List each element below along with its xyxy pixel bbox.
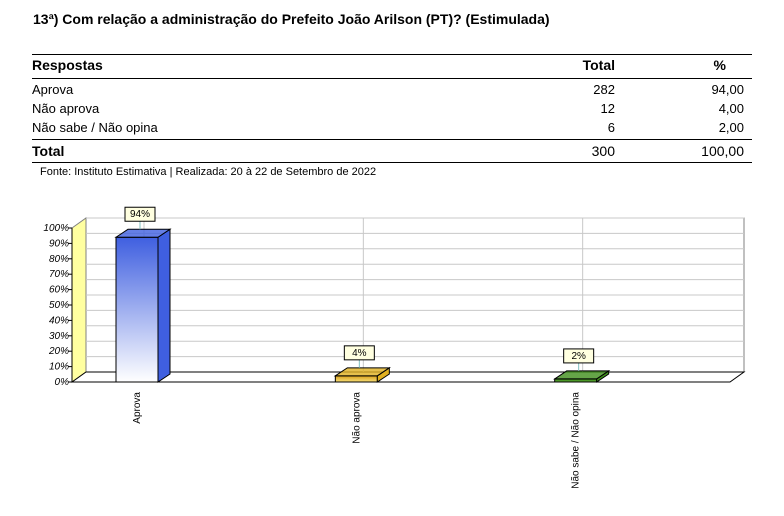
data-label: 2%: [571, 351, 586, 362]
page-title: 13ª) Com relação a administração do Pref…: [33, 11, 550, 27]
data-label: 4%: [352, 348, 367, 359]
footer-percent: 100,00: [701, 143, 744, 159]
y-tick-label: 80%: [49, 254, 69, 265]
bar-top: [333, 367, 391, 377]
data-label: 94%: [130, 209, 150, 220]
header-total: Total: [582, 57, 615, 73]
footer-rule: [32, 139, 752, 140]
footer-label: Total: [32, 143, 65, 159]
row-percent: 4,00: [718, 101, 744, 116]
bar: [334, 375, 378, 383]
header-percent: %: [713, 57, 726, 73]
y-tick-label: 0%: [55, 377, 70, 388]
data-label-box: [124, 206, 156, 222]
y-tick-label: 30%: [49, 331, 69, 342]
source-note: Fonte: Instituto Estimativa | Realizada:…: [40, 166, 377, 178]
row-label: Não sabe / Não opina: [32, 120, 158, 135]
y-tick-label: 20%: [48, 346, 69, 357]
header-respostas: Respostas: [32, 57, 103, 73]
y-tick-label: 100%: [43, 223, 69, 234]
y-tick-label: 10%: [49, 362, 69, 373]
chart-side-wall: [71, 217, 87, 383]
bar: [115, 236, 159, 383]
y-tick-label: 70%: [49, 269, 69, 280]
row-total: 282: [593, 82, 615, 97]
table-top-rule: [32, 54, 752, 55]
y-tick-label: 60%: [49, 285, 69, 296]
x-category-label: Não aprova: [351, 392, 362, 444]
row-percent: 2,00: [718, 120, 744, 135]
y-tick-label: 90%: [49, 238, 69, 249]
row-total: 12: [600, 101, 615, 116]
footer-total: 300: [591, 143, 615, 159]
bar-side: [157, 228, 171, 383]
x-category-label: Não sabe / Não opina: [571, 392, 582, 489]
table-bottom-rule: [32, 162, 752, 163]
bar-top: [553, 370, 611, 380]
header-rule: [32, 78, 752, 79]
row-percent: 94,00: [711, 82, 744, 97]
data-label-box: [563, 348, 595, 364]
data-label-box: [343, 345, 375, 361]
chart-floor: [70, 371, 746, 383]
y-tick-label: 50%: [49, 300, 69, 311]
row-label: Não aprova: [32, 101, 100, 116]
bar-top: [114, 228, 172, 238]
x-category-label: Aprova: [132, 392, 143, 424]
y-tick-label: 40%: [49, 315, 69, 326]
row-label: Aprova: [32, 82, 74, 97]
row-total: 6: [607, 120, 615, 135]
